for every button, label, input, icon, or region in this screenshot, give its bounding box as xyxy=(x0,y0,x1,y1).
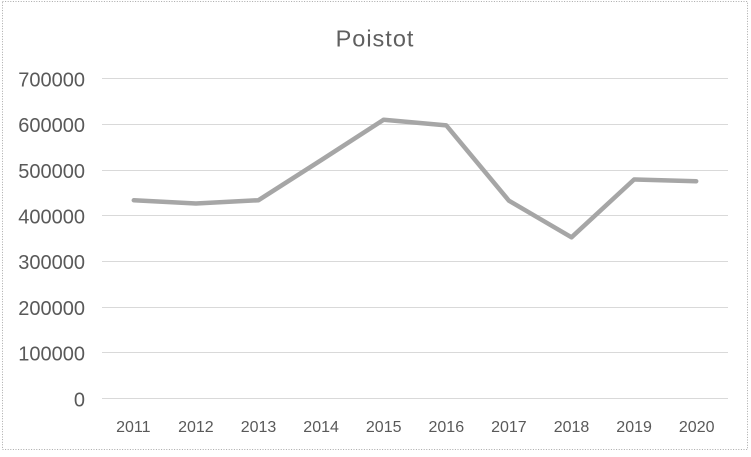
svg-text:Poistot: Poistot xyxy=(336,26,415,52)
svg-text:2013: 2013 xyxy=(241,419,277,436)
svg-text:300000: 300000 xyxy=(18,252,85,274)
svg-text:500000: 500000 xyxy=(18,161,85,183)
svg-text:2017: 2017 xyxy=(491,419,527,436)
svg-text:2020: 2020 xyxy=(679,419,715,436)
svg-text:0: 0 xyxy=(74,389,85,411)
svg-text:600000: 600000 xyxy=(18,115,85,137)
svg-text:700000: 700000 xyxy=(18,69,85,91)
svg-text:2012: 2012 xyxy=(178,419,214,436)
svg-text:2016: 2016 xyxy=(429,419,465,436)
svg-text:2018: 2018 xyxy=(554,419,590,436)
svg-text:100000: 100000 xyxy=(18,344,85,366)
svg-text:2019: 2019 xyxy=(616,419,652,436)
svg-text:200000: 200000 xyxy=(18,298,85,320)
svg-text:2014: 2014 xyxy=(303,419,339,436)
svg-text:2015: 2015 xyxy=(366,419,402,436)
svg-text:2011: 2011 xyxy=(116,419,151,436)
svg-text:400000: 400000 xyxy=(18,207,85,229)
